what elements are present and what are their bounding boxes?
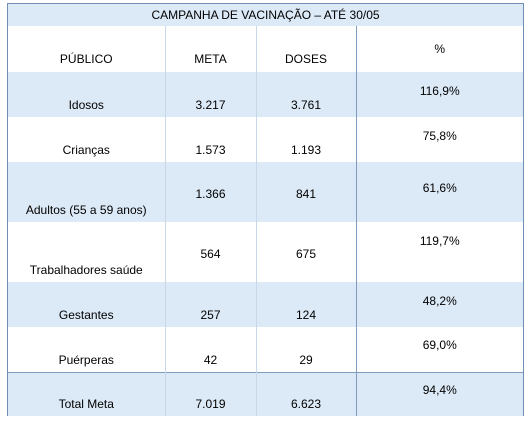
table-row: Adultos (55 a 59 anos) 1.366 841 61,6%: [8, 162, 524, 222]
cell-doses: 29: [256, 327, 357, 372]
table-row: Trabalhadores saúde 564 675 119,7%: [8, 222, 524, 282]
table-row: Gestantes 257 124 48,2%: [8, 282, 524, 327]
cell-publico: Trabalhadores saúde: [8, 222, 166, 282]
cell-meta: 1.366: [165, 162, 257, 222]
header-doses: DOSES: [256, 26, 357, 72]
cell-doses: 3.761: [256, 72, 357, 117]
cell-percent: 94,4%: [356, 371, 524, 416]
header-percent: %: [356, 26, 524, 72]
cell-percent: 69,0%: [356, 327, 524, 372]
cell-meta: 7.019: [165, 371, 257, 416]
cell-meta: 3.217: [165, 72, 257, 117]
table-header-row: PÚBLICO META DOSES %: [8, 26, 524, 72]
vaccination-table-container: CAMPANHA DE VACINAÇÃO – ATÉ 30/05 PÚBLIC…: [7, 3, 524, 416]
cell-doses: 1.193: [256, 117, 357, 162]
header-meta: META: [165, 26, 257, 72]
cell-doses: 124: [256, 282, 357, 327]
table-row: Crianças 1.573 1.193 75,8%: [8, 117, 524, 162]
header-publico: PÚBLICO: [8, 26, 166, 72]
cell-publico: Puérperas: [8, 327, 166, 372]
cell-meta: 1.573: [165, 117, 257, 162]
cell-publico: Crianças: [8, 117, 166, 162]
cell-meta: 564: [165, 222, 257, 282]
cell-percent: 116,9%: [356, 72, 524, 117]
cell-publico: Idosos: [8, 72, 166, 117]
cell-doses: 841: [256, 162, 357, 222]
cell-publico: Gestantes: [8, 282, 166, 327]
cell-percent: 75,8%: [356, 117, 524, 162]
cell-doses: 6.623: [256, 371, 357, 416]
cell-publico: Adultos (55 a 59 anos): [8, 162, 166, 222]
cell-percent: 48,2%: [356, 282, 524, 327]
vaccination-campaign-table: CAMPANHA DE VACINAÇÃO – ATÉ 30/05 PÚBLIC…: [8, 4, 524, 416]
cell-percent: 119,7%: [356, 222, 524, 282]
table-row: Idosos 3.217 3.761 116,9%: [8, 72, 524, 117]
table-total-row: Total Meta 7.019 6.623 94,4%: [8, 371, 524, 416]
cell-meta: 42: [165, 327, 257, 372]
cell-percent: 61,6%: [356, 162, 524, 222]
table-title: CAMPANHA DE VACINAÇÃO – ATÉ 30/05: [8, 4, 524, 26]
table-row: Puérperas 42 29 69,0%: [8, 327, 524, 372]
table-title-row: CAMPANHA DE VACINAÇÃO – ATÉ 30/05: [8, 4, 524, 26]
cell-doses: 675: [256, 222, 357, 282]
cell-meta: 257: [165, 282, 257, 327]
cell-publico: Total Meta: [8, 371, 166, 416]
